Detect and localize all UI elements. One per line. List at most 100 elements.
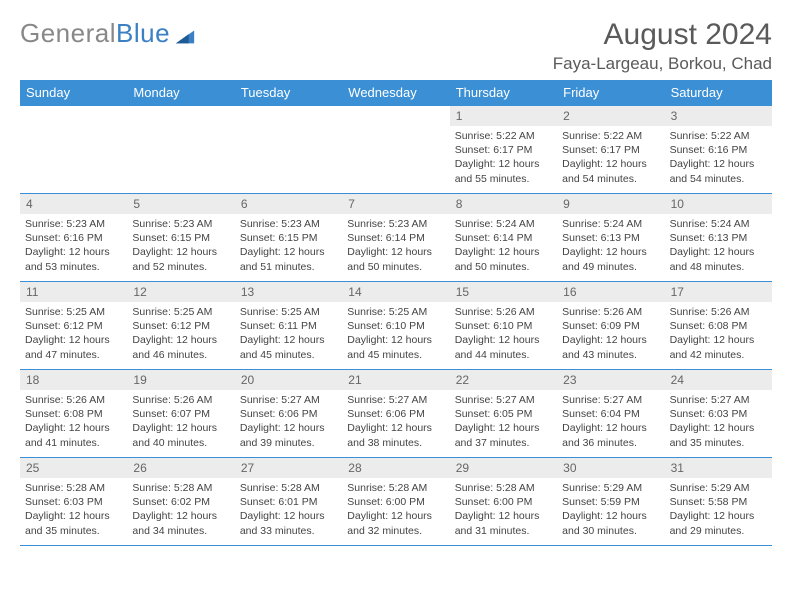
day-info: Sunrise: 5:25 AMSunset: 6:12 PMDaylight:… [20,302,127,362]
day-info: Sunrise: 5:28 AMSunset: 6:00 PMDaylight:… [450,478,557,538]
day-number: 19 [127,370,234,390]
month-title: August 2024 [553,18,772,52]
calendar-day-cell: 24Sunrise: 5:27 AMSunset: 6:03 PMDayligh… [665,369,772,457]
daylight-line: Daylight: 12 hours and 37 minutes. [455,421,552,449]
daylight-line: Daylight: 12 hours and 32 minutes. [347,509,444,537]
day-number: 10 [665,194,772,214]
daylight-line: Daylight: 12 hours and 53 minutes. [25,245,122,273]
daylight-line: Daylight: 12 hours and 55 minutes. [455,157,552,185]
sunrise-line: Sunrise: 5:22 AM [455,129,552,143]
calendar-day-cell: 10Sunrise: 5:24 AMSunset: 6:13 PMDayligh… [665,193,772,281]
sunset-line: Sunset: 6:14 PM [347,231,444,245]
calendar-empty-cell [20,105,127,193]
calendar-empty-cell [342,105,449,193]
sunrise-line: Sunrise: 5:26 AM [132,393,229,407]
sunset-line: Sunset: 6:08 PM [670,319,767,333]
calendar-day-cell: 12Sunrise: 5:25 AMSunset: 6:12 PMDayligh… [127,281,234,369]
sunrise-line: Sunrise: 5:28 AM [455,481,552,495]
logo-word-1: General [20,18,116,49]
daylight-line: Daylight: 12 hours and 43 minutes. [562,333,659,361]
day-number: 28 [342,458,449,478]
day-info: Sunrise: 5:26 AMSunset: 6:10 PMDaylight:… [450,302,557,362]
calendar-day-cell: 5Sunrise: 5:23 AMSunset: 6:15 PMDaylight… [127,193,234,281]
day-number: 6 [235,194,342,214]
sunrise-line: Sunrise: 5:24 AM [455,217,552,231]
sunset-line: Sunset: 6:09 PM [562,319,659,333]
calendar-day-cell: 19Sunrise: 5:26 AMSunset: 6:07 PMDayligh… [127,369,234,457]
calendar-day-cell: 20Sunrise: 5:27 AMSunset: 6:06 PMDayligh… [235,369,342,457]
sunset-line: Sunset: 6:14 PM [455,231,552,245]
calendar-day-cell: 17Sunrise: 5:26 AMSunset: 6:08 PMDayligh… [665,281,772,369]
calendar-day-cell: 7Sunrise: 5:23 AMSunset: 6:14 PMDaylight… [342,193,449,281]
sunrise-line: Sunrise: 5:22 AM [670,129,767,143]
day-info: Sunrise: 5:28 AMSunset: 6:00 PMDaylight:… [342,478,449,538]
sunrise-line: Sunrise: 5:25 AM [25,305,122,319]
daylight-line: Daylight: 12 hours and 30 minutes. [562,509,659,537]
day-info: Sunrise: 5:26 AMSunset: 6:08 PMDaylight:… [665,302,772,362]
day-info: Sunrise: 5:23 AMSunset: 6:15 PMDaylight:… [127,214,234,274]
weekday-header: Monday [127,80,234,105]
daylight-line: Daylight: 12 hours and 50 minutes. [455,245,552,273]
day-info: Sunrise: 5:28 AMSunset: 6:02 PMDaylight:… [127,478,234,538]
sunset-line: Sunset: 6:15 PM [240,231,337,245]
calendar-header-row: SundayMondayTuesdayWednesdayThursdayFrid… [20,80,772,105]
day-info: Sunrise: 5:28 AMSunset: 6:01 PMDaylight:… [235,478,342,538]
day-number: 9 [557,194,664,214]
logo: GeneralBlue [20,18,196,49]
day-number: 17 [665,282,772,302]
sunrise-line: Sunrise: 5:29 AM [670,481,767,495]
calendar-day-cell: 16 Sunrise: 5:26 AMSunset: 6:09 PMDayligh… [557,281,664,369]
day-info: Sunrise: 5:22 AMSunset: 6:17 PMDaylight:… [450,126,557,186]
title-block: August 2024 Faya-Largeau, Borkou, Chad [553,18,772,74]
daylight-line: Daylight: 12 hours and 35 minutes. [670,421,767,449]
calendar-day-cell: 13Sunrise: 5:25 AMSunset: 6:11 PMDayligh… [235,281,342,369]
sunrise-line: Sunrise: 5:25 AM [347,305,444,319]
daylight-line: Daylight: 12 hours and 33 minutes. [240,509,337,537]
sunset-line: Sunset: 6:13 PM [670,231,767,245]
sunrise-line: Sunrise: 5:28 AM [347,481,444,495]
day-info: Sunrise: 5:23 AMSunset: 6:16 PMDaylight:… [20,214,127,274]
daylight-line: Daylight: 12 hours and 49 minutes. [562,245,659,273]
sunset-line: Sunset: 6:06 PM [240,407,337,421]
sunset-line: Sunset: 6:12 PM [25,319,122,333]
sunrise-line: Sunrise: 5:29 AM [562,481,659,495]
day-number: 22 [450,370,557,390]
day-info: Sunrise: 5:24 AMSunset: 6:13 PMDaylight:… [557,214,664,274]
sunrise-line: Sunrise: 5:28 AM [25,481,122,495]
calendar-day-cell: 11Sunrise: 5:25 AMSunset: 6:12 PMDayligh… [20,281,127,369]
day-number: 31 [665,458,772,478]
sunrise-line: Sunrise: 5:25 AM [240,305,337,319]
daylight-line: Daylight: 12 hours and 45 minutes. [347,333,444,361]
sunrise-line: Sunrise: 5:26 AM [562,305,659,319]
day-info: Sunrise: 5:27 AMSunset: 6:04 PMDaylight:… [557,390,664,450]
day-number: 13 [235,282,342,302]
sunrise-line: Sunrise: 5:26 AM [25,393,122,407]
day-number: 16 [557,282,664,302]
calendar-day-cell: 4Sunrise: 5:23 AMSunset: 6:16 PMDaylight… [20,193,127,281]
daylight-line: Daylight: 12 hours and 51 minutes. [240,245,337,273]
sunrise-line: Sunrise: 5:25 AM [132,305,229,319]
day-number: 25 [20,458,127,478]
day-number: 2 [557,106,664,126]
sunset-line: Sunset: 6:05 PM [455,407,552,421]
sunrise-line: Sunrise: 5:27 AM [240,393,337,407]
daylight-line: Daylight: 12 hours and 34 minutes. [132,509,229,537]
day-number: 21 [342,370,449,390]
daylight-line: Daylight: 12 hours and 35 minutes. [25,509,122,537]
day-number: 27 [235,458,342,478]
logo-word-2: Blue [116,18,170,49]
day-info: Sunrise: 5:27 AMSunset: 6:05 PMDaylight:… [450,390,557,450]
calendar-day-cell: 14Sunrise: 5:25 AMSunset: 6:10 PMDayligh… [342,281,449,369]
daylight-line: Daylight: 12 hours and 48 minutes. [670,245,767,273]
calendar-day-cell: 2Sunrise: 5:22 AMSunset: 6:17 PMDaylight… [557,105,664,193]
day-number: 20 [235,370,342,390]
calendar-day-cell: 29Sunrise: 5:28 AMSunset: 6:00 PMDayligh… [450,457,557,545]
day-number: 7 [342,194,449,214]
weekday-header: Wednesday [342,80,449,105]
daylight-line: Daylight: 12 hours and 41 minutes. [25,421,122,449]
location-text: Faya-Largeau, Borkou, Chad [553,54,772,74]
calendar-day-cell: 6Sunrise: 5:23 AMSunset: 6:15 PMDaylight… [235,193,342,281]
calendar-body: 1Sunrise: 5:22 AMSunset: 6:17 PMDaylight… [20,105,772,546]
day-info: Sunrise: 5:24 AMSunset: 6:14 PMDaylight:… [450,214,557,274]
sunrise-line: Sunrise: 5:24 AM [562,217,659,231]
